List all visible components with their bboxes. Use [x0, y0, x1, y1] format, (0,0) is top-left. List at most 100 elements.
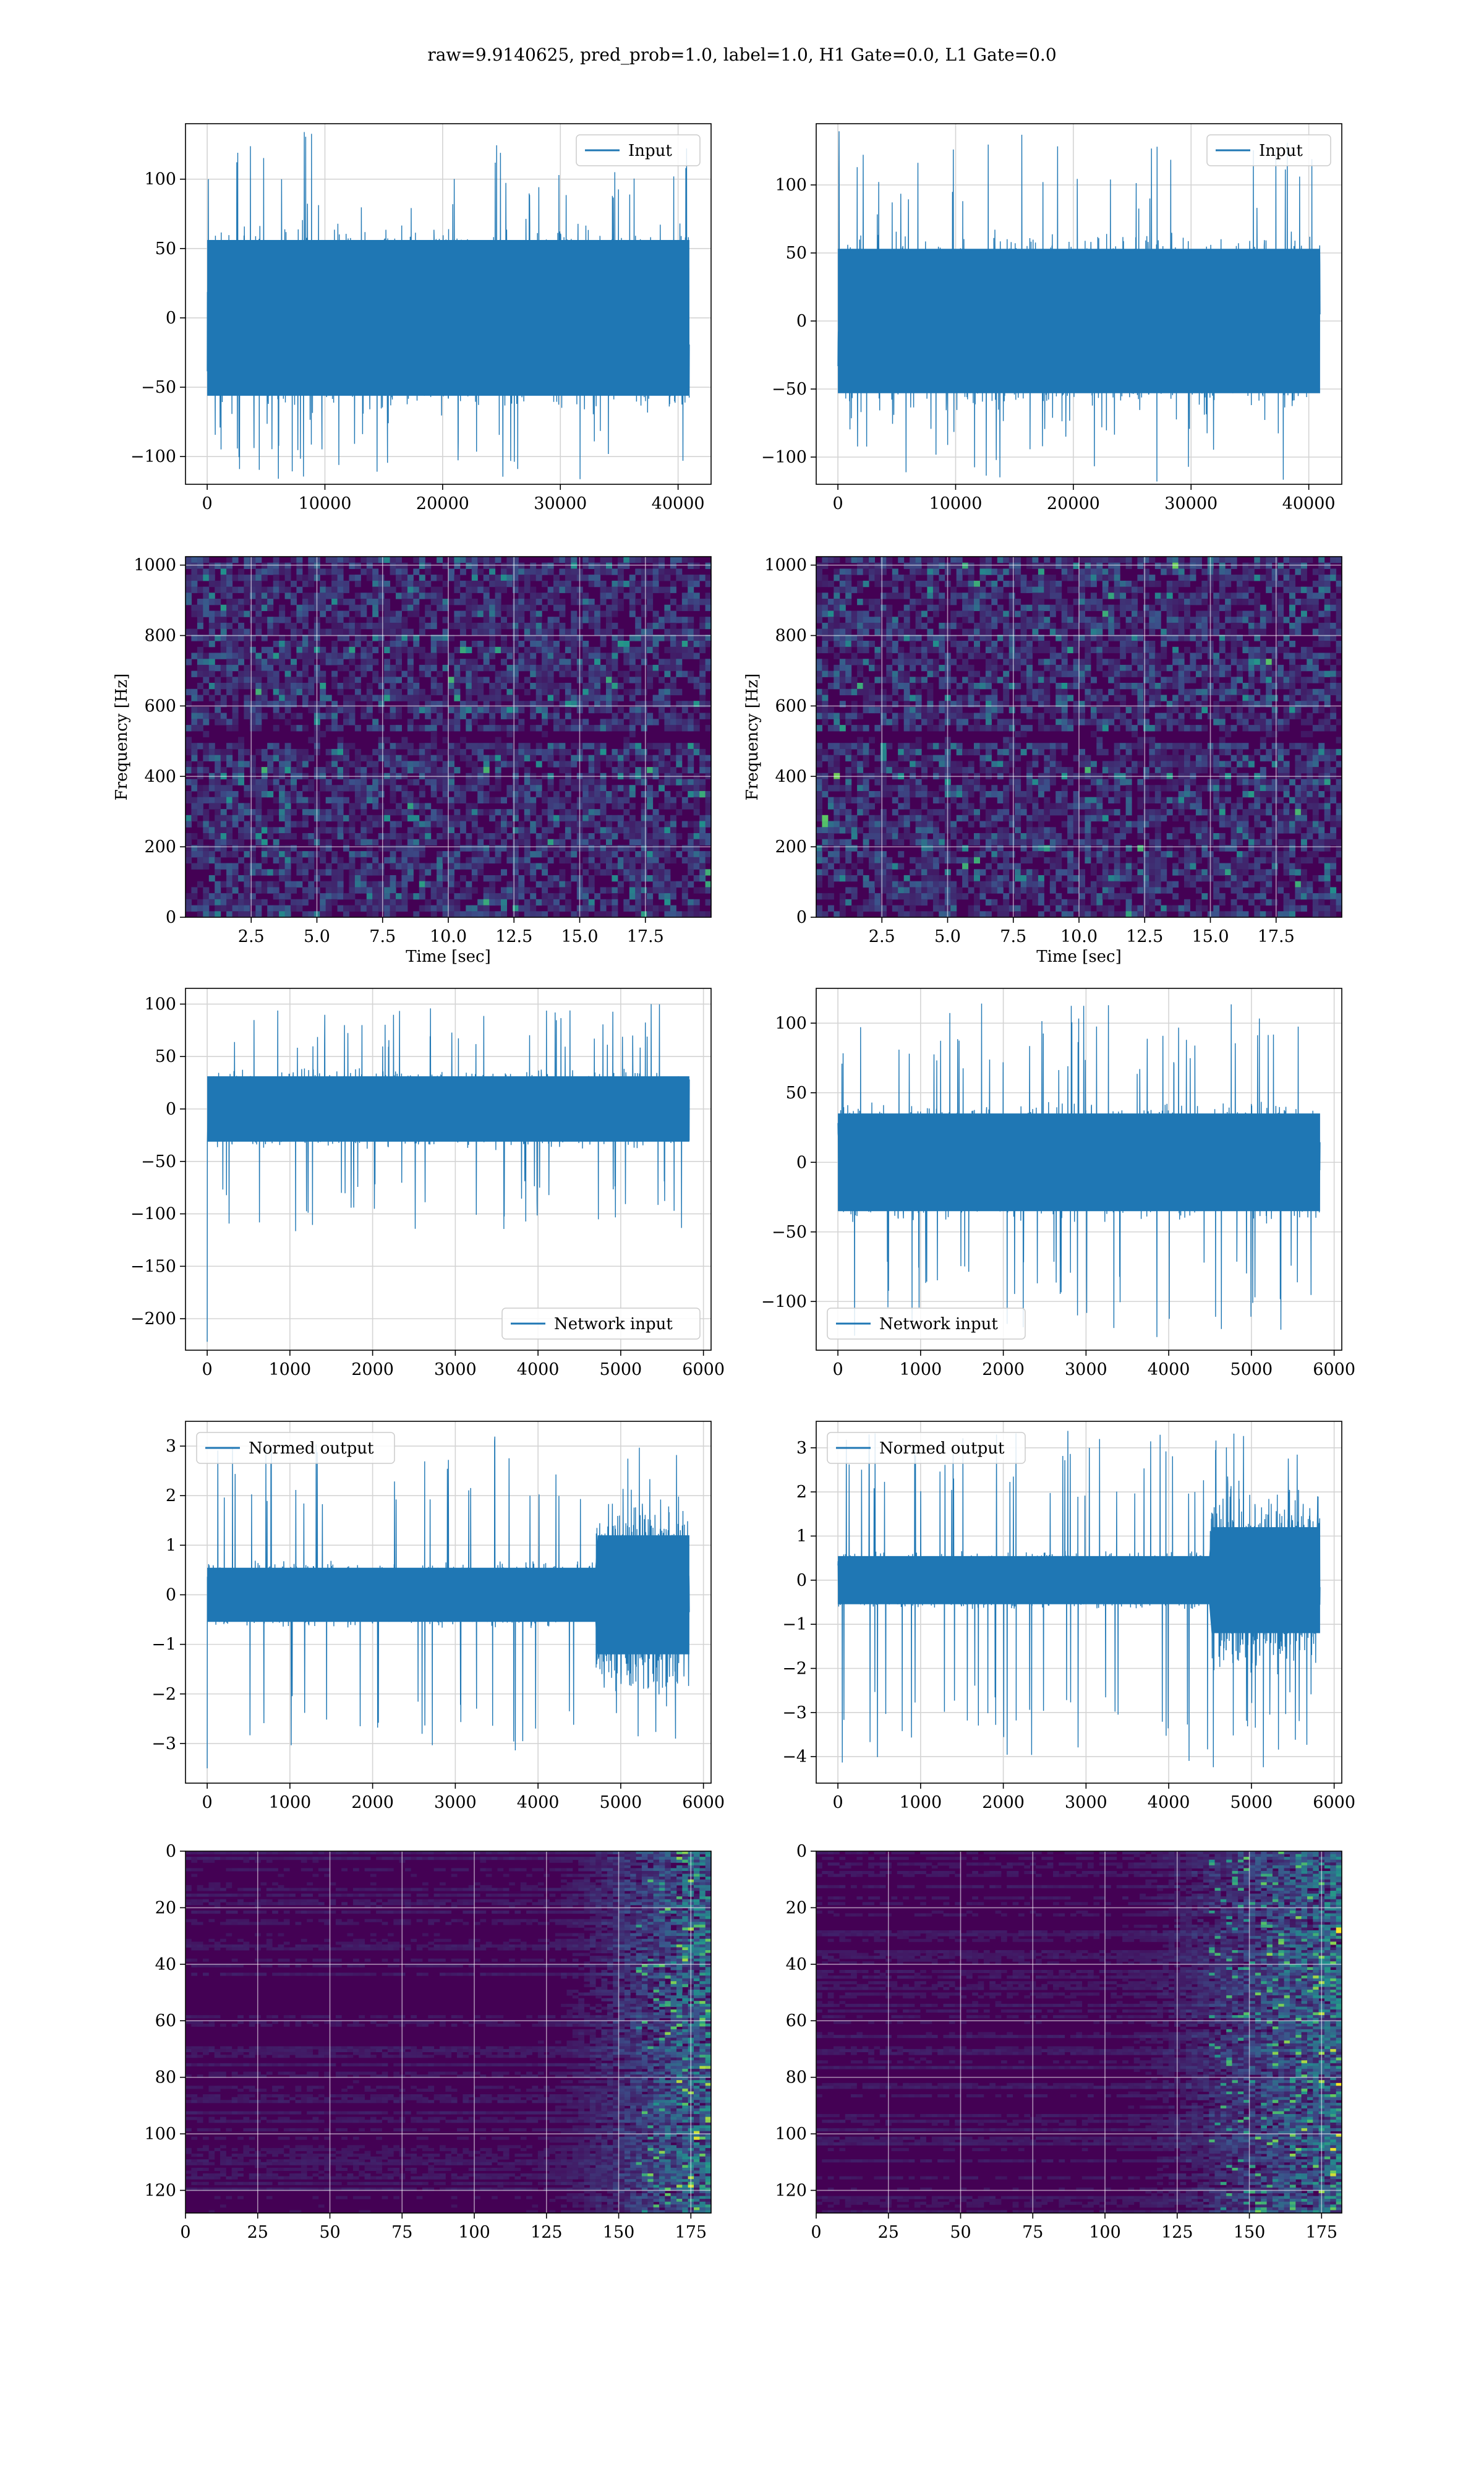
- spectrogram-cell: [331, 593, 338, 599]
- spectrogram-cell: [927, 628, 934, 635]
- spectrogram-cell: [869, 748, 875, 756]
- spectrogram-cell: [962, 562, 969, 569]
- spectrogram-cell: [308, 677, 315, 683]
- spectrogram-cell: [652, 851, 659, 858]
- spectrogram-cell: [547, 779, 554, 785]
- spectrogram-cell: [857, 586, 864, 593]
- spectrogram-cell: [693, 827, 700, 834]
- spectrogram-cell: [827, 833, 834, 840]
- spectrogram-cell: [1020, 575, 1027, 581]
- spectrogram-cell: [1003, 761, 1010, 768]
- spectrogram-cell: [979, 617, 986, 623]
- spectrogram-cell: [863, 641, 869, 648]
- spectrogram-cell: [238, 586, 244, 593]
- spectrogram-cell: [664, 911, 671, 918]
- spectrogram-cell: [378, 863, 385, 870]
- spectrogram-cell: [670, 779, 676, 785]
- spectrogram-cell: [623, 899, 630, 906]
- spectrogram-cell: [471, 857, 478, 864]
- spectrogram-cell: [1009, 628, 1015, 635]
- spectrogram-cell: [898, 635, 905, 641]
- spectrogram-cell: [921, 610, 927, 617]
- spectrogram-cell: [208, 670, 215, 677]
- spectrogram-cell: [985, 622, 992, 630]
- spectrogram-cell: [232, 557, 239, 563]
- spectrogram-cell: [459, 893, 466, 900]
- spectrogram-cell: [191, 851, 198, 858]
- spectrogram-cell: [302, 701, 309, 708]
- spectrogram-cell: [191, 887, 198, 894]
- spectrogram-cell: [442, 562, 449, 569]
- spectrogram-cell: [659, 845, 665, 852]
- spectrogram-cell: [997, 664, 1004, 672]
- spectrogram-cell: [939, 887, 945, 894]
- spectrogram-cell: [664, 659, 671, 666]
- spectrogram-cell: [261, 599, 268, 606]
- spectrogram-cell: [466, 659, 472, 666]
- spectrogram-cell: [816, 670, 822, 677]
- spectrogram-cell: [932, 839, 939, 845]
- spectrogram-cell: [652, 557, 659, 563]
- spectrogram-cell: [880, 635, 887, 641]
- spectrogram-cell: [226, 743, 233, 750]
- spectrogram-cell: [354, 562, 361, 569]
- spectrogram-cell: [542, 713, 548, 719]
- spectrogram-cell: [927, 791, 934, 798]
- spectrogram-cell: [232, 628, 239, 635]
- spectrogram-cell: [331, 803, 338, 810]
- spectrogram-cell: [915, 791, 922, 798]
- spectrogram-cell: [208, 893, 215, 900]
- spectrogram-cell: [215, 653, 221, 659]
- spectrogram-cell: [670, 683, 676, 690]
- spectrogram-cell: [220, 881, 227, 888]
- spectrogram-cell: [437, 851, 443, 858]
- spectrogram-cell: [839, 851, 846, 858]
- spectrogram-cell: [886, 893, 893, 900]
- spectrogram-cell: [968, 748, 974, 756]
- spectrogram-cell: [874, 797, 881, 803]
- spectrogram-cell: [530, 851, 537, 858]
- spectrogram-cell: [430, 767, 437, 774]
- spectrogram-cell: [244, 664, 250, 672]
- spectrogram-cell: [477, 628, 484, 635]
- spectrogram-cell: [267, 827, 274, 834]
- spectrogram-cell: [360, 887, 367, 894]
- spectrogram-cell: [197, 683, 203, 690]
- spectrogram-cell: [349, 803, 356, 810]
- spectrogram-cell: [454, 646, 461, 654]
- spectrogram-cell: [320, 730, 326, 738]
- spectrogram-cell: [518, 562, 525, 569]
- spectrogram-cell: [705, 622, 712, 630]
- spectrogram-cell: [985, 809, 992, 816]
- spectrogram-cell: [962, 604, 969, 611]
- spectrogram-cell: [839, 670, 846, 677]
- spectrogram-cell: [997, 706, 1004, 714]
- spectrogram-cell: [186, 743, 192, 750]
- spectrogram-cell: [863, 821, 869, 828]
- spectrogram-cell: [1003, 791, 1010, 798]
- spectrogram-cell: [968, 562, 974, 569]
- spectrogram-cell: [296, 761, 303, 768]
- spectrogram-cell: [249, 604, 256, 611]
- spectrogram-cell: [582, 833, 589, 840]
- spectrogram-cell: [1003, 610, 1010, 617]
- spectrogram-cell: [652, 755, 659, 761]
- spectrogram-cell: [647, 593, 654, 599]
- spectrogram-cell: [968, 683, 974, 690]
- spectrogram-cell: [641, 719, 647, 726]
- spectrogram-cell: [542, 791, 548, 798]
- spectrogram-cell: [419, 706, 425, 714]
- spectrogram-cell: [676, 628, 683, 635]
- spectrogram-cell: [880, 785, 887, 792]
- spectrogram-cell: [565, 821, 571, 828]
- spectrogram-cell: [903, 791, 910, 798]
- spectrogram-cell: [827, 628, 834, 635]
- spectrogram-cell: [238, 827, 244, 834]
- spectrogram-cell: [238, 875, 244, 882]
- spectrogram-cell: [822, 599, 829, 606]
- spectrogram-cell: [401, 887, 408, 894]
- spectrogram-cell: [215, 881, 221, 888]
- spectrogram-cell: [612, 593, 618, 599]
- spectrogram-cell: [349, 706, 356, 714]
- spectrogram-cell: [1003, 737, 1010, 743]
